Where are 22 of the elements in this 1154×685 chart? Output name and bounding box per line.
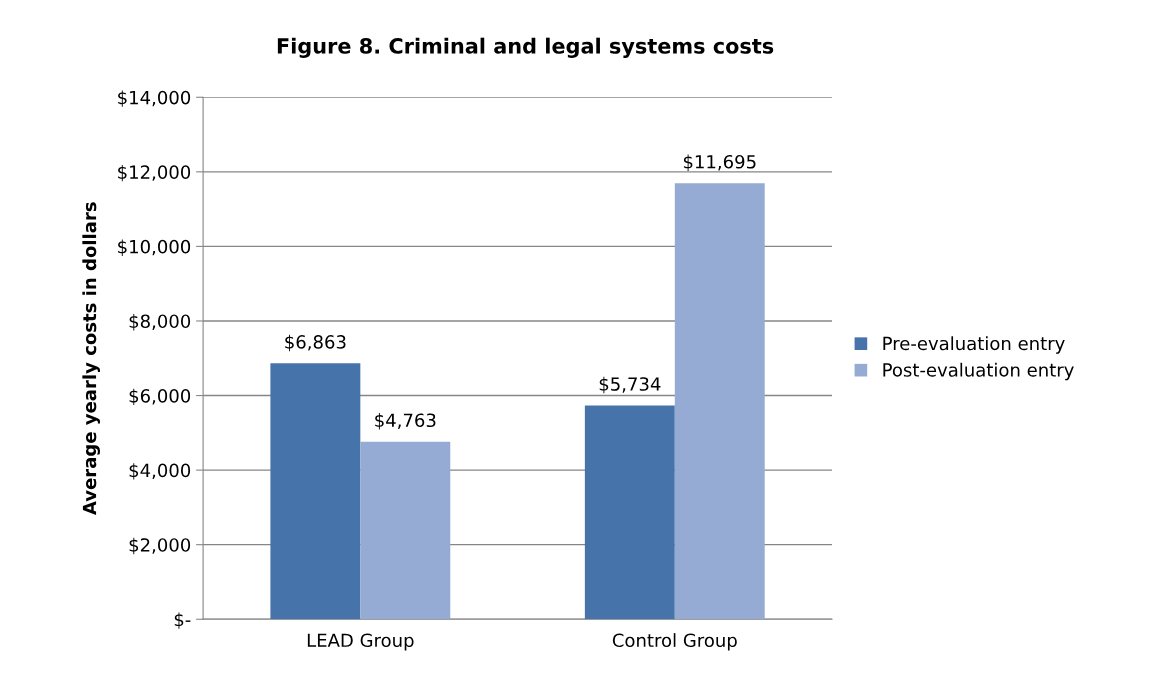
data-label: $11,695 [683,154,756,171]
data-label: $5,734 [599,376,661,394]
y-tick-label: $- [174,612,191,629]
data-label: $4,763 [375,413,436,430]
y-tick-label: $4,000 [129,463,191,480]
legend-label: Post-evaluation entry [883,362,1074,381]
y-tick-label: $14,000 [118,90,191,107]
y-tick-label: $2,000 [129,537,191,555]
x-tick-label: Control Group [612,633,737,651]
bar [674,183,765,620]
data-label: $6,863 [285,334,346,352]
legend-label: Pre-evaluation entry [883,336,1065,354]
y-tick-label: $10,000 [118,239,191,256]
bar [584,405,675,620]
chart-title: Figure 8. Criminal and legal systems costs [277,37,774,58]
x-tick-label: LEAD Group [307,633,414,651]
bar [270,363,361,620]
y-tick-label: $8,000 [129,314,191,331]
y-tick-label: $6,000 [129,388,191,406]
bar [360,441,451,620]
y-tick-label: $12,000 [118,164,191,182]
y-axis-title: Average yearly costs in dollars [82,202,100,515]
